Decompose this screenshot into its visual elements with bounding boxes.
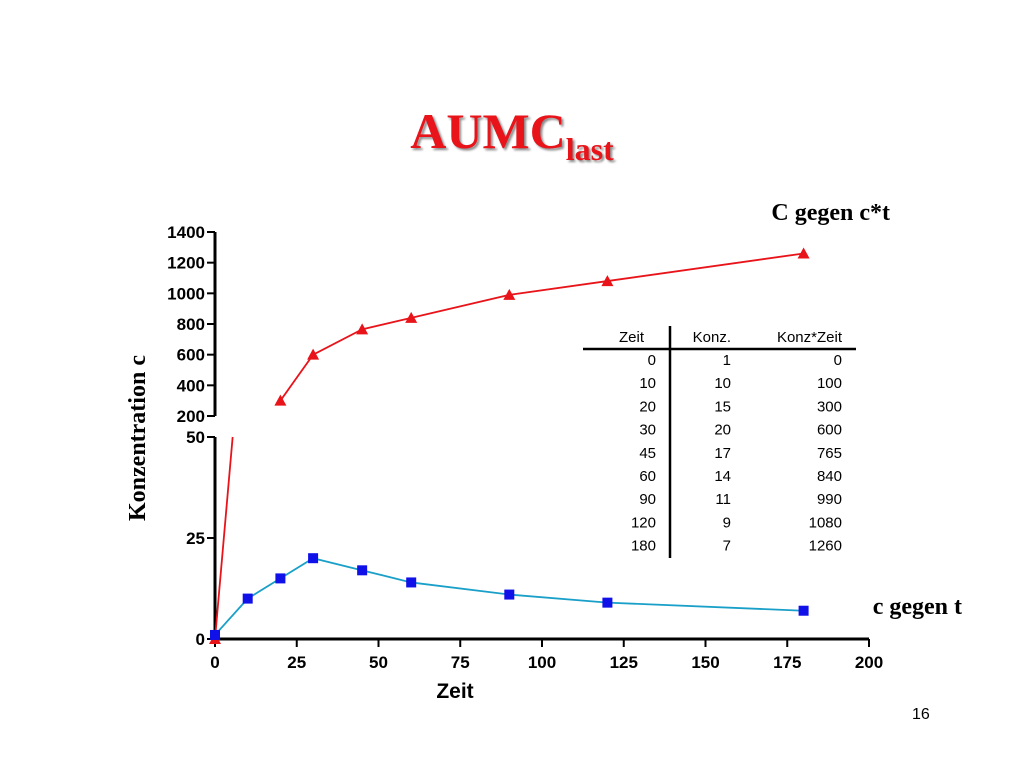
table-cell: 100 bbox=[817, 375, 842, 392]
table-cell: 10 bbox=[714, 375, 731, 392]
x-tick-label: 25 bbox=[287, 653, 306, 672]
marker-square bbox=[504, 589, 515, 600]
y-axis-title: Konzentration c bbox=[125, 355, 151, 521]
table-header: Konz. bbox=[693, 329, 731, 346]
marker-triangle bbox=[307, 348, 320, 360]
x-tick-label: 0 bbox=[210, 653, 219, 672]
marker-triangle bbox=[274, 394, 287, 406]
table-cell: 7 bbox=[723, 538, 731, 555]
table-cell: 990 bbox=[817, 491, 842, 508]
marker-square bbox=[210, 629, 220, 640]
x-tick-label: 50 bbox=[369, 653, 388, 672]
marker-square bbox=[406, 577, 417, 588]
marker-square bbox=[275, 573, 286, 584]
y-tick-label-lower: 50 bbox=[186, 428, 205, 447]
y-tick-label-upper: 1400 bbox=[167, 223, 205, 242]
table-cell: 840 bbox=[817, 468, 842, 485]
y-tick-label-upper: 200 bbox=[177, 407, 205, 426]
marker-triangle bbox=[601, 275, 614, 287]
y-tick-label-upper: 1000 bbox=[167, 284, 205, 303]
marker-square bbox=[602, 597, 613, 608]
table-cell: 17 bbox=[714, 445, 731, 462]
table-cell: 180 bbox=[631, 538, 656, 555]
series-label-c-gegen-ct: C gegen c*t bbox=[771, 200, 890, 226]
marker-square bbox=[798, 605, 809, 616]
y-tick-label-upper: 1200 bbox=[167, 254, 205, 273]
x-tick-label: 175 bbox=[773, 653, 801, 672]
marker-square bbox=[308, 553, 319, 564]
page-number: 16 bbox=[912, 706, 930, 723]
marker-square bbox=[357, 565, 368, 576]
x-tick-label: 100 bbox=[528, 653, 556, 672]
x-tick-label: 75 bbox=[451, 653, 470, 672]
table-cell: 10 bbox=[639, 375, 656, 392]
table-header: Zeit bbox=[619, 329, 645, 346]
table-cell: 20 bbox=[714, 422, 731, 439]
table-cell: 14 bbox=[714, 468, 731, 485]
table-cell: 1080 bbox=[809, 514, 842, 531]
marker-triangle bbox=[797, 247, 810, 259]
table-cell: 600 bbox=[817, 422, 842, 439]
table-cell: 11 bbox=[715, 491, 731, 508]
table-cell: 20 bbox=[639, 398, 656, 415]
y-tick-label-upper: 400 bbox=[177, 376, 205, 395]
x-tick-label: 150 bbox=[691, 653, 719, 672]
series-line-c-gegen-ct-lower bbox=[214, 436, 234, 640]
table-cell: 120 bbox=[631, 514, 656, 531]
x-axis-title: Zeit bbox=[436, 680, 473, 703]
table-cell: 1 bbox=[723, 352, 731, 369]
table-cell: 15 bbox=[714, 398, 731, 415]
table-cell: 90 bbox=[639, 491, 656, 508]
table-header: Konz*Zeit bbox=[777, 329, 843, 346]
table-cell: 0 bbox=[648, 352, 656, 369]
marker-triangle bbox=[405, 311, 418, 323]
slide-title: AUMClast bbox=[0, 102, 1024, 168]
series-label-c-gegen-t: c gegen t bbox=[873, 594, 962, 620]
marker-square bbox=[242, 593, 253, 604]
x-tick-label: 125 bbox=[610, 653, 638, 672]
table-cell: 45 bbox=[639, 445, 656, 462]
table-cell: 0 bbox=[834, 352, 842, 369]
marker-triangle bbox=[503, 288, 516, 300]
title-subscript: last bbox=[565, 131, 614, 167]
y-tick-label-upper: 800 bbox=[177, 315, 205, 334]
title-main: AUMC bbox=[410, 103, 566, 159]
y-tick-label-lower: 25 bbox=[186, 529, 205, 548]
table-cell: 765 bbox=[817, 445, 842, 462]
table-cell: 300 bbox=[817, 398, 842, 415]
y-tick-label-upper: 600 bbox=[177, 346, 205, 365]
marker-triangle bbox=[356, 323, 369, 335]
x-tick-label: 200 bbox=[855, 653, 883, 672]
table-cell: 60 bbox=[639, 468, 656, 485]
table-cell: 9 bbox=[723, 514, 731, 531]
table-cell: 1260 bbox=[809, 538, 842, 555]
table-cell: 30 bbox=[639, 422, 656, 439]
y-tick-label-lower: 0 bbox=[196, 630, 205, 649]
